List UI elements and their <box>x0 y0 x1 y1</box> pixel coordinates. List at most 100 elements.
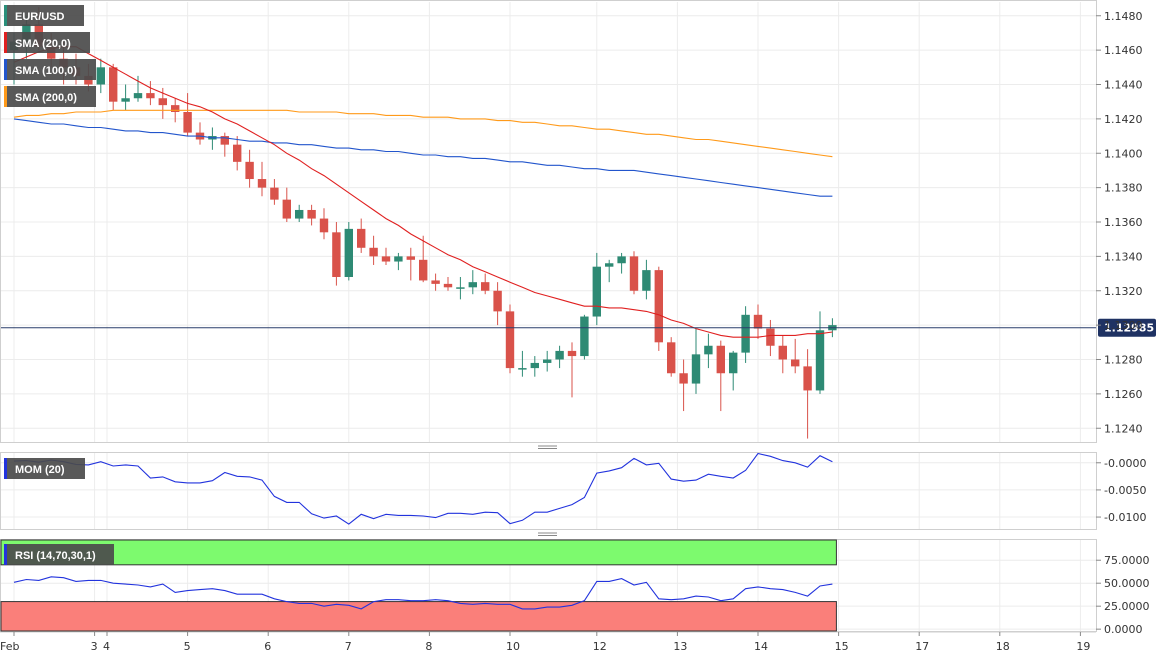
x-tick-label: 13 <box>673 640 687 653</box>
price-axis-tick-label: 1.1280 <box>1104 354 1143 367</box>
rsi-axis-tick-label: 0.0000 <box>1104 623 1143 636</box>
price-axis-tick-label: 1.1480 <box>1104 10 1143 23</box>
candle <box>369 235 378 265</box>
candle-body-down <box>654 270 663 343</box>
price-axis-tick-label: 1.1300 <box>1104 319 1143 332</box>
candle <box>121 84 130 111</box>
rsi-bands <box>0 539 837 632</box>
candles <box>9 7 837 439</box>
x-tick-label: 18 <box>996 640 1010 653</box>
candle-body-down <box>158 98 167 106</box>
x-tick-label: 19 <box>1076 640 1090 653</box>
x-tick-label: 12 <box>593 640 607 653</box>
mom-panel-resize-handle[interactable] <box>538 445 557 449</box>
candle <box>220 132 229 157</box>
current-price-line: 1.12985 <box>1 318 1156 337</box>
candle <box>183 93 192 137</box>
candle <box>109 63 118 111</box>
candle <box>344 222 353 281</box>
candle-body-up <box>530 362 539 369</box>
candle-body-up <box>815 330 825 391</box>
candle <box>245 149 254 188</box>
candle-body-up <box>691 354 701 384</box>
candle <box>406 247 415 281</box>
legend-sma200-label: SMA (200,0) <box>15 92 77 104</box>
x-tick-label: 5 <box>184 640 191 653</box>
x-tick-label: 14 <box>754 640 768 653</box>
candle <box>654 266 663 351</box>
legend-mom[interactable]: MOM (20) <box>4 458 85 479</box>
candle <box>270 179 279 205</box>
candle <box>133 75 143 102</box>
candle <box>319 208 329 240</box>
legend-sma20[interactable]: SMA (20,0) <box>4 32 90 53</box>
candle-body-down <box>381 256 391 262</box>
candle-body-down <box>431 280 440 284</box>
candle-body-down <box>257 179 267 188</box>
indicator-lines <box>13 46 833 610</box>
x-tick-label: 17 <box>915 640 929 653</box>
candle <box>716 340 725 412</box>
candle <box>233 136 242 171</box>
mom-axis-tick-label: -0.0100 <box>1104 511 1146 524</box>
legend-sma200[interactable]: SMA (200,0) <box>4 86 96 107</box>
candle <box>282 187 291 222</box>
candle-body-down <box>778 345 787 360</box>
candle <box>729 350 738 391</box>
candle <box>605 259 614 283</box>
candle <box>629 251 639 295</box>
candle-body-down <box>245 161 254 180</box>
candle <box>778 335 787 374</box>
price-axis-tick-label: 1.1460 <box>1104 44 1143 57</box>
candle-body-down <box>766 328 775 346</box>
candle <box>791 338 800 374</box>
legend-symbol[interactable]: EUR/USD <box>4 5 84 26</box>
candle-body-down <box>84 75 93 85</box>
candle-body-down <box>629 256 639 291</box>
x-tick-label: 15 <box>835 640 849 653</box>
rsi-panel-resize-handle[interactable] <box>538 532 557 536</box>
candle <box>295 204 304 222</box>
candle-body-up <box>468 282 477 288</box>
candle <box>592 252 601 326</box>
candle-body-down <box>220 136 229 145</box>
candle <box>257 161 267 197</box>
candle-body-up <box>295 209 304 219</box>
price-axis-tick-label: 1.1420 <box>1104 113 1143 126</box>
candle-body-down <box>716 345 725 374</box>
x-tick-label: 3 <box>91 640 98 653</box>
rsi-axis-tick-label: 50.0000 <box>1104 577 1150 590</box>
legend-rsi[interactable]: RSI (14,70,30,1) <box>4 544 114 565</box>
candle-body-down <box>183 112 192 133</box>
candle <box>481 273 490 295</box>
candle <box>704 333 713 369</box>
legend-sma100[interactable]: SMA (100,0) <box>4 59 96 80</box>
x-tick-label: 6 <box>264 640 271 653</box>
rsi-oversold-zone <box>0 601 837 632</box>
candle-body-down <box>493 290 502 312</box>
price-axis-tick-label: 1.1380 <box>1104 182 1143 195</box>
current-price-label: 1.12985 <box>1104 322 1154 335</box>
candle-body-up <box>543 359 552 363</box>
sma200-line <box>13 109 833 158</box>
candle <box>146 81 155 106</box>
candle <box>815 311 825 394</box>
candle-body-up <box>456 287 465 289</box>
candle <box>567 342 577 398</box>
x-tick-label: Feb <box>0 640 19 653</box>
price-axis-tick-label: 1.1240 <box>1104 422 1143 435</box>
candle-body-up <box>121 98 130 102</box>
price-axis-tick-label: 1.1340 <box>1104 250 1143 263</box>
legend-mom-label: MOM (20) <box>15 464 65 476</box>
candle-body-down <box>679 373 688 384</box>
candle-body-down <box>307 209 316 219</box>
candle-body-up <box>617 256 626 264</box>
candle-body-down <box>319 218 329 233</box>
candle <box>766 319 775 357</box>
candle-body-down <box>369 247 378 257</box>
current-price-badge <box>1098 318 1156 337</box>
candle <box>431 273 440 291</box>
candle-body-down <box>803 366 812 391</box>
price-axis-tick-label: 1.1320 <box>1104 285 1143 298</box>
